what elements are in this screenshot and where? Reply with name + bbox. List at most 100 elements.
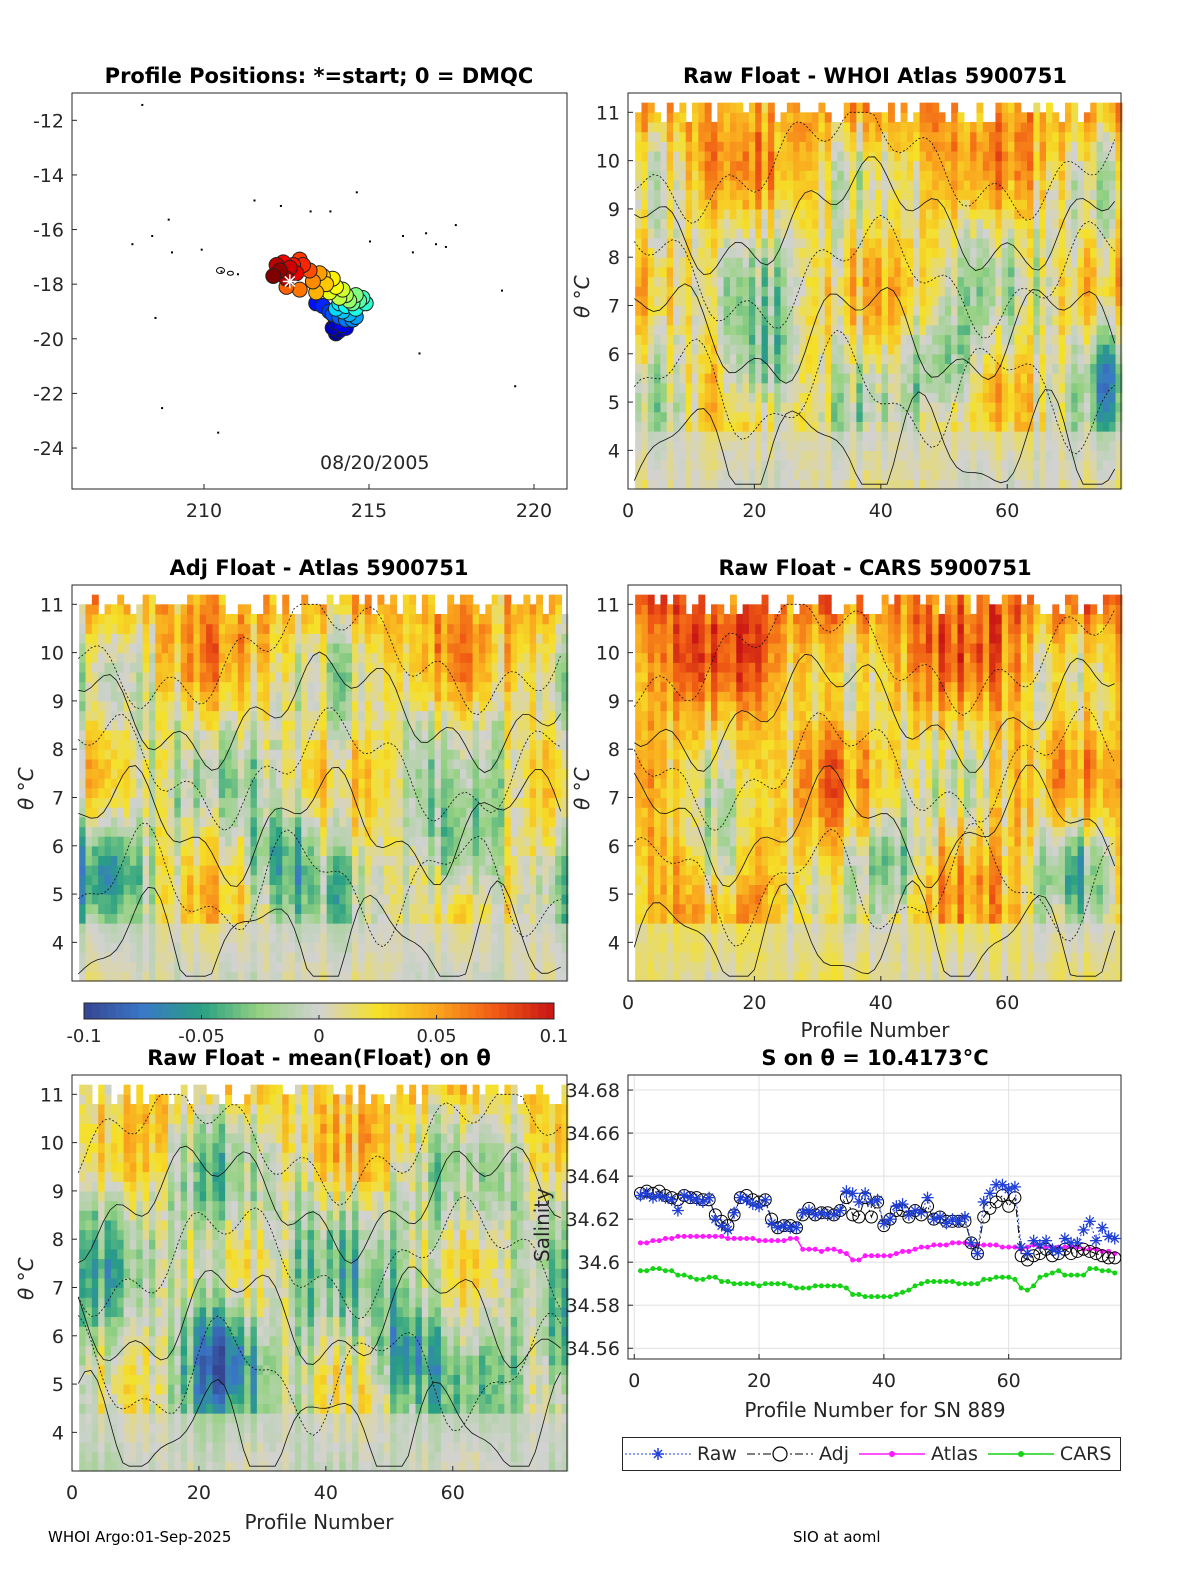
heat-cell xyxy=(225,826,233,837)
heat-cell xyxy=(906,160,914,171)
heat-cell xyxy=(79,971,87,982)
heat-cell xyxy=(995,257,1003,268)
heat-cell xyxy=(301,739,309,750)
heat-cell xyxy=(345,778,353,789)
heat-cell xyxy=(364,662,372,673)
heat-cell xyxy=(666,440,674,451)
heat-cell xyxy=(1001,228,1009,239)
heat-cell xyxy=(1096,440,1104,451)
heat-cell xyxy=(881,121,889,133)
heat-cell xyxy=(673,460,681,471)
heat-cell xyxy=(180,932,188,943)
heat-cell xyxy=(218,884,226,895)
heat-cell xyxy=(685,160,693,171)
heat-cell xyxy=(767,382,775,394)
heat-cell xyxy=(1096,295,1104,307)
heat-cell xyxy=(729,353,737,365)
heat-cell xyxy=(666,141,674,152)
heat-cell xyxy=(1090,150,1098,162)
heat-cell xyxy=(989,247,997,258)
heat-cell xyxy=(793,131,801,142)
heat-cell xyxy=(129,961,137,972)
heat-cell xyxy=(1102,208,1110,220)
heat-cell xyxy=(1090,237,1098,249)
heat-cell xyxy=(767,411,775,422)
heat-cell xyxy=(856,324,864,336)
heat-cell xyxy=(142,720,150,731)
heat-cell xyxy=(989,121,997,133)
heat-cell xyxy=(875,247,883,258)
heat-cell xyxy=(1071,266,1079,278)
heat-cell xyxy=(780,170,788,181)
heat-cell xyxy=(913,247,921,258)
heat-cell xyxy=(894,315,902,326)
raw-whoi-ytick-label: 9 xyxy=(608,199,620,221)
heat-cell xyxy=(774,421,782,432)
heat-cell xyxy=(358,797,366,808)
heat-cell xyxy=(1064,460,1072,471)
heat-cell xyxy=(761,440,769,451)
heat-cell xyxy=(989,295,997,307)
heat-cell xyxy=(1090,392,1098,403)
heat-cell xyxy=(1001,286,1009,297)
heat-cell xyxy=(225,913,233,924)
heat-cell xyxy=(104,729,112,741)
heat-cell xyxy=(881,150,889,162)
heat-cell xyxy=(142,952,150,963)
heat-cell xyxy=(970,208,978,220)
heat-cell xyxy=(925,382,933,394)
heat-cell xyxy=(647,228,655,239)
heat-cell xyxy=(723,334,731,345)
heat-cell xyxy=(212,662,220,673)
heat-cell xyxy=(225,961,233,972)
heat-cell xyxy=(938,121,946,133)
heat-cell xyxy=(1033,440,1041,451)
heat-cell xyxy=(900,218,908,229)
heat-cell xyxy=(812,440,820,451)
heat-cell xyxy=(263,874,271,886)
heat-cell xyxy=(666,150,674,162)
heat-cell xyxy=(1058,208,1066,220)
heat-cell xyxy=(748,112,756,123)
heat-cell xyxy=(193,749,201,760)
heat-cell xyxy=(301,855,309,866)
heat-cell xyxy=(818,228,826,239)
heat-cell xyxy=(339,604,347,615)
heat-cell xyxy=(307,662,315,673)
heat-cell xyxy=(812,353,820,365)
heat-cell xyxy=(856,170,864,181)
heat-cell xyxy=(729,170,737,181)
heat-cell xyxy=(161,662,169,673)
heat-cell xyxy=(679,131,687,142)
heat-cell xyxy=(1115,295,1123,307)
heat-cell xyxy=(187,865,195,876)
heat-cell xyxy=(250,778,258,789)
heat-cell xyxy=(1109,160,1117,171)
heat-cell xyxy=(761,112,769,123)
heat-cell xyxy=(824,276,832,287)
heat-cell xyxy=(982,237,990,249)
heat-cell xyxy=(767,295,775,307)
heat-cell xyxy=(1039,141,1047,152)
heat-cell xyxy=(793,276,801,287)
heat-cell xyxy=(900,112,908,123)
heat-cell xyxy=(698,402,706,413)
heat-cell xyxy=(970,170,978,181)
heat-cell xyxy=(989,315,997,326)
heat-cell xyxy=(263,961,271,972)
heat-cell xyxy=(104,768,112,779)
heat-cell xyxy=(244,961,252,972)
heat-cell xyxy=(812,460,820,471)
heat-cell xyxy=(307,865,315,876)
heat-cell xyxy=(85,797,93,808)
heat-cell xyxy=(371,816,379,828)
heat-cell xyxy=(1033,353,1041,365)
heat-cell xyxy=(812,305,820,316)
heat-cell xyxy=(635,363,643,374)
heat-cell xyxy=(647,141,655,152)
heat-cell xyxy=(647,421,655,432)
heat-cell xyxy=(862,237,870,249)
heat-cell xyxy=(161,903,169,914)
heat-cell xyxy=(301,913,309,924)
heat-cell xyxy=(673,479,681,490)
